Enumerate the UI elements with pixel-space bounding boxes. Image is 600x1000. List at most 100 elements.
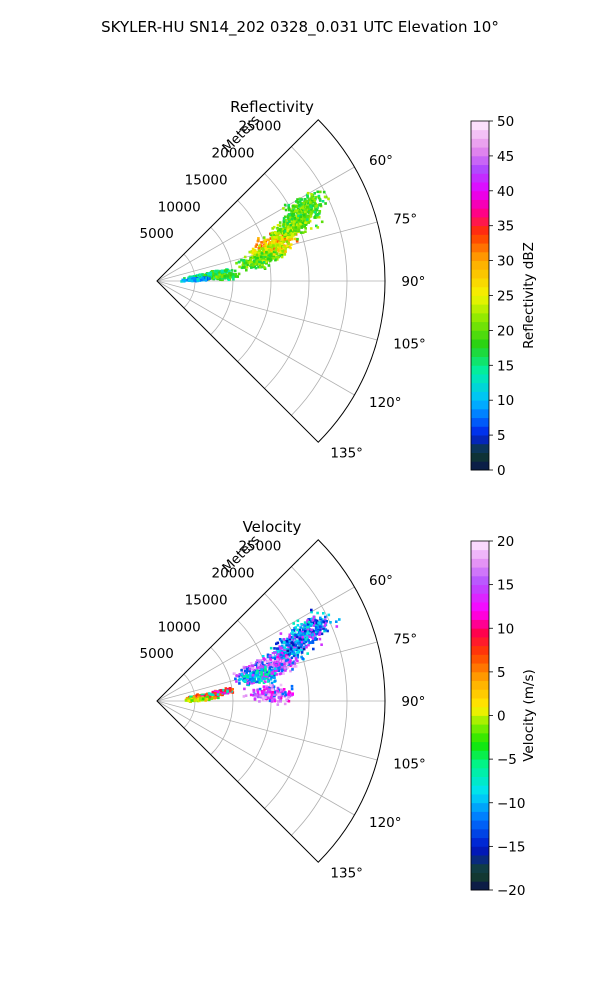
echo-pixel bbox=[217, 696, 220, 700]
echo-pixel bbox=[289, 664, 292, 668]
echo-pixel bbox=[259, 694, 263, 698]
echo-pixel bbox=[288, 639, 292, 643]
echo-pixel bbox=[317, 194, 321, 198]
echo-pixel bbox=[316, 190, 319, 194]
echo-pixel bbox=[300, 203, 303, 206]
colorbar-segment bbox=[471, 706, 489, 716]
echo-pixel bbox=[264, 670, 267, 674]
colorbar-segment bbox=[471, 452, 489, 462]
echo-pixel bbox=[276, 248, 280, 252]
echo-pixel bbox=[306, 214, 309, 218]
echo-pixel bbox=[225, 691, 228, 695]
echo-pixel bbox=[277, 235, 281, 239]
echo-pixel bbox=[314, 628, 318, 632]
echo-pixel bbox=[258, 659, 262, 662]
echo-pixel bbox=[295, 228, 299, 232]
echo-pixel bbox=[306, 631, 310, 635]
echo-pixel bbox=[290, 632, 293, 635]
echo-pixel bbox=[287, 699, 291, 703]
echo-pixel bbox=[297, 646, 301, 650]
echo-pixel bbox=[190, 699, 194, 702]
echo-pixel bbox=[312, 624, 315, 627]
echo-pixel bbox=[295, 200, 298, 203]
echo-pixel bbox=[231, 688, 234, 691]
echo-pixel bbox=[323, 195, 327, 199]
echo-pixel bbox=[266, 257, 270, 261]
echo-pixel bbox=[260, 673, 264, 677]
echo-pixel bbox=[283, 203, 287, 207]
echo-pixel bbox=[253, 253, 256, 256]
echo-pixel bbox=[296, 237, 299, 241]
echo-pixel bbox=[305, 632, 308, 636]
echo-pixel bbox=[262, 236, 266, 239]
echo-pixel bbox=[302, 201, 306, 205]
echo-pixel bbox=[247, 674, 250, 677]
colorbar-label: Reflectivity dBZ bbox=[521, 242, 537, 349]
echo-pixel bbox=[266, 653, 270, 657]
echo-pixel bbox=[256, 688, 260, 692]
echo-pixel bbox=[298, 203, 301, 207]
echo-pixel bbox=[278, 221, 282, 224]
echo-pixel bbox=[187, 279, 191, 282]
echo-pixel bbox=[268, 249, 271, 252]
echo-pixel bbox=[205, 276, 209, 280]
colorbar-segment bbox=[471, 645, 489, 655]
echo-pixel bbox=[290, 684, 294, 688]
colorbar-tick-label: 20 bbox=[497, 323, 514, 339]
echo-pixel bbox=[301, 630, 305, 633]
echo-pixel bbox=[216, 269, 220, 273]
echo-pixel bbox=[308, 199, 311, 203]
echo-pixel bbox=[210, 277, 213, 280]
echo-pixel bbox=[303, 628, 307, 631]
echo-pixel bbox=[259, 696, 263, 700]
echo-pixel bbox=[258, 265, 262, 269]
echo-pixel bbox=[270, 676, 274, 679]
echo-pixel bbox=[282, 219, 286, 223]
echo-pixel bbox=[221, 688, 225, 692]
echo-pixel bbox=[303, 217, 306, 221]
echo-pixel bbox=[282, 638, 286, 641]
echo-pixel bbox=[269, 646, 273, 650]
echo-pixel bbox=[304, 626, 308, 630]
echo-pixel bbox=[303, 219, 306, 223]
echo-pixel bbox=[211, 693, 214, 696]
echo-pixel bbox=[306, 218, 309, 221]
echo-pixel bbox=[279, 683, 283, 687]
echo-pixel bbox=[288, 653, 291, 656]
echo-pixel bbox=[254, 251, 257, 255]
echo-pixel bbox=[204, 277, 207, 280]
echo-pixel bbox=[230, 269, 234, 272]
echo-pixel bbox=[268, 659, 272, 663]
echo-pixel bbox=[304, 223, 308, 226]
echo-pixel bbox=[282, 661, 286, 665]
echo-pixel bbox=[307, 620, 311, 624]
echo-pixel bbox=[282, 226, 286, 229]
colorbar-segment bbox=[471, 828, 489, 839]
echo-pixel bbox=[257, 247, 261, 250]
echo-pixel bbox=[285, 240, 289, 243]
echo-pixel bbox=[218, 693, 222, 696]
echo-pixel bbox=[294, 640, 297, 644]
echo-pixel bbox=[289, 232, 293, 235]
echo-pixel bbox=[252, 260, 255, 264]
colorbar-segment bbox=[471, 199, 489, 209]
echo-pixel bbox=[296, 639, 299, 643]
echo-pixel bbox=[268, 241, 271, 245]
colorbar-segment bbox=[471, 443, 489, 453]
echo-pixel bbox=[254, 693, 257, 696]
echo-pixel bbox=[280, 657, 283, 660]
echo-pixel bbox=[294, 226, 298, 229]
echo-pixel bbox=[299, 215, 303, 218]
echo-pixel bbox=[253, 255, 256, 259]
echo-pixel bbox=[196, 277, 199, 281]
echo-pixel bbox=[269, 678, 273, 681]
echo-pixel bbox=[293, 632, 297, 635]
echo-pixel bbox=[268, 252, 272, 255]
echo-pixel bbox=[274, 236, 277, 239]
echo-pixel bbox=[277, 693, 280, 697]
echo-pixel bbox=[252, 694, 255, 697]
angle-tick-label: 105° bbox=[393, 757, 426, 773]
echo-pixel bbox=[259, 666, 262, 669]
colorbar-segment bbox=[471, 286, 489, 296]
echo-pixel bbox=[216, 690, 220, 694]
